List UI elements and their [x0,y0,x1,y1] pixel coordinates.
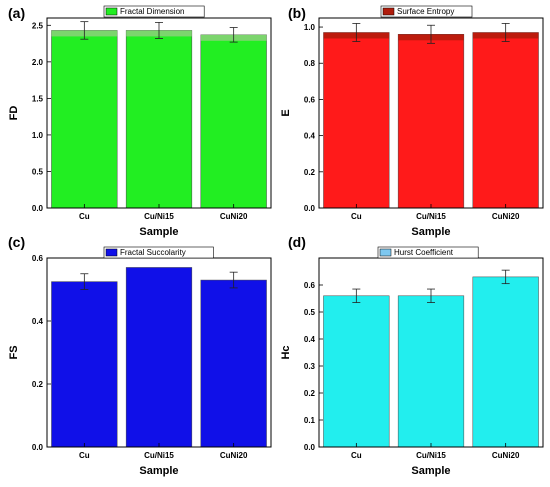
y-tick-label: 2.0 [32,58,44,67]
legend: Fractal Succolarity [103,246,214,259]
bar-cu-ni15 [125,30,193,209]
legend-swatch [105,248,118,257]
x-tick-label: CuNi20 [220,212,248,221]
x-axis-label: Sample [139,226,178,238]
x-tick-label: Cu [351,451,362,460]
x-tick-label: Cu/Ni15 [416,212,446,221]
error-bar [501,269,510,285]
legend: Fractal Dimension [103,5,205,18]
panel-c: (c) Cu Cu/Ni15 CuNi20 0.0 0.2 0.4 0.6 Sample FS Fr… [8,234,272,477]
legend-label: Surface Entropy [397,7,454,16]
panel-letter: (b) [288,5,306,21]
bar-cu [51,30,118,209]
error-bar [229,271,238,289]
panel-b: (b) Cu Cu/Ni15 CuNi20 0.0 0.2 0.4 0.6 0.8 1.0 Samp… [280,5,544,238]
bar-cu [51,281,118,448]
bar-cuni20 [200,34,267,209]
x-tick-label: CuNi20 [492,212,520,221]
y-tick-label: 0.2 [32,380,44,389]
y-axis-label: Hc [280,345,292,359]
y-tick-label: 1.5 [32,94,44,103]
y-tick-label: 0.5 [304,308,316,317]
y-tick-label: 0.4 [304,335,316,344]
legend-swatch [382,7,395,16]
y-axis-label: E [280,109,292,116]
y-tick-label: 0.2 [304,389,316,398]
y-tick-label: 2.5 [32,21,44,30]
bar-cuni20 [472,276,539,448]
y-tick-label: 1.0 [32,131,44,140]
x-tick-label: Cu [351,212,362,221]
y-tick-label: 0.0 [32,204,44,213]
x-tick-label: CuNi20 [220,451,248,460]
legend: Surface Entropy [380,5,473,18]
x-tick-label: Cu/Ni15 [144,212,174,221]
bar-cu-ni15 [125,267,193,448]
y-tick-label: 0.4 [32,317,44,326]
error-bar [501,23,510,42]
y-tick-label: 0.3 [304,362,316,371]
x-axis-label: Sample [411,465,450,477]
y-tick-label: 0.0 [304,204,316,213]
y-tick-label: 0.0 [304,443,316,452]
panel-letter: (d) [288,234,306,250]
panel-d: (d) Cu Cu/Ni15 CuNi20 0.0 0.1 0.2 0.3 0.4 0.5 0.6 S… [280,234,544,477]
y-axis-label: FD [8,106,20,121]
y-tick-label: 0.8 [304,59,316,68]
y-tick-label: 0.6 [304,95,316,104]
legend-label: Hurst Coefficient [394,248,454,257]
bar-cu [323,295,390,448]
legend-swatch [379,248,392,257]
error-bar [80,21,89,40]
y-tick-label: 0.1 [304,416,316,425]
error-bar [80,273,89,290]
error-bar [229,27,238,43]
legend: Hurst Coefficient [377,246,479,259]
panel-letter: (a) [8,5,25,21]
y-axis-label: FS [8,345,20,359]
x-tick-label: CuNi20 [492,451,520,460]
error-bar [352,23,361,42]
y-tick-label: 0.5 [32,167,44,176]
x-axis-label: Sample [411,226,450,238]
bar-cuni20 [472,32,539,209]
error-bar [427,288,435,303]
panel-a: (a) Cu Cu/Ni15 CuNi20 0.0 0.5 1.0 1.5 2.0 2.5 Samp… [8,5,272,238]
y-tick-label: 0.0 [32,443,44,452]
bar-cu-ni15 [397,34,465,209]
bar-cu-ni15 [397,295,465,448]
legend-label: Fractal Succolarity [120,248,186,257]
x-axis-label: Sample [139,465,178,477]
y-tick-label: 0.6 [32,254,44,263]
error-bar [352,288,361,303]
x-tick-label: Cu [79,451,90,460]
legend-swatch [105,7,118,16]
x-tick-label: Cu [79,212,90,221]
bar-cu [323,32,390,209]
legend-label: Fractal Dimension [120,7,184,16]
y-tick-label: 0.2 [304,168,316,177]
panel-letter: (c) [8,234,25,250]
y-tick-label: 0.4 [304,132,316,141]
y-tick-label: 0.6 [304,281,316,290]
bar-cuni20 [200,279,267,448]
x-tick-label: Cu/Ni15 [144,451,174,460]
error-bar [427,24,435,44]
y-tick-label: 1.0 [304,23,316,32]
x-tick-label: Cu/Ni15 [416,451,446,460]
error-bar [155,21,163,39]
